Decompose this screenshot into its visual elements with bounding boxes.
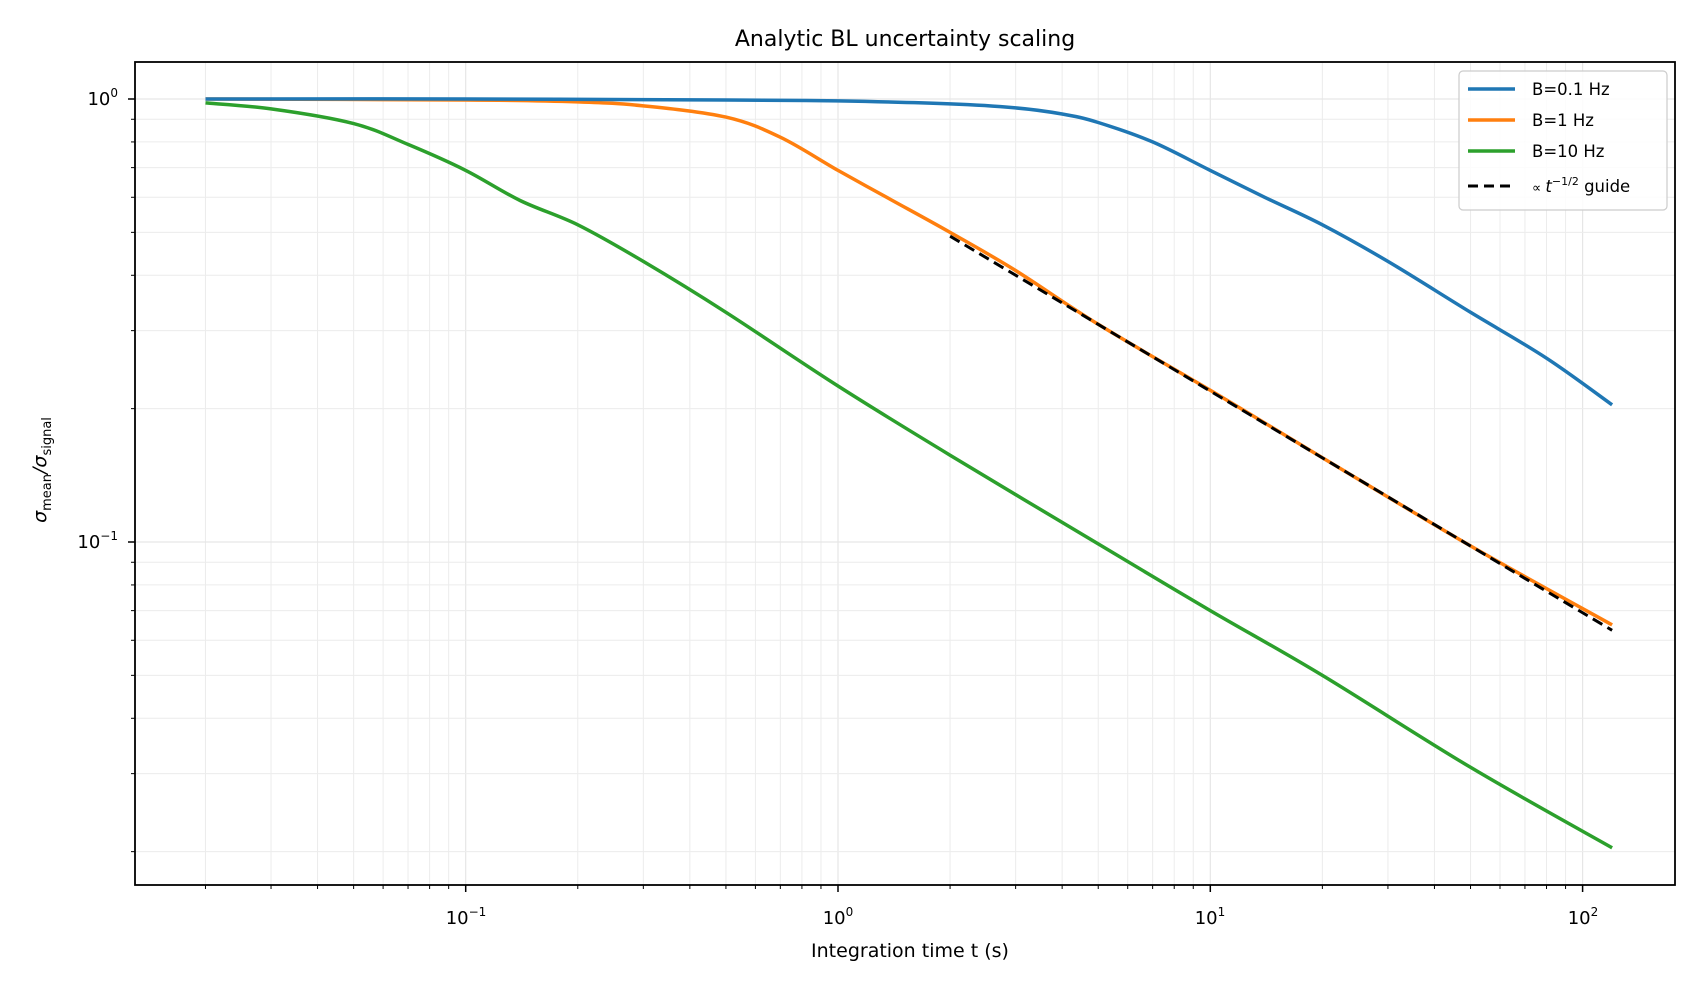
axis-ticks — [128, 98, 1584, 892]
series-line-b-1-hz — [205, 97, 1613, 627]
series-line--t-1-2-guide — [949, 234, 1613, 632]
x-tick-labels: 10−1 100 101 102 — [446, 905, 1599, 929]
x-tick-label-10: 101 — [1195, 905, 1226, 929]
y-tick-label-1: 100 — [87, 86, 118, 110]
series-line-b-0-1-hz — [205, 97, 1614, 407]
series-line-b-10-hz — [205, 101, 1613, 850]
legend-label-b1: B=1 Hz — [1532, 111, 1594, 130]
y-axis-label: σmean/σsignal — [29, 417, 55, 523]
y-tick-label-0.1: 10−1 — [77, 529, 118, 553]
x-tick-label-0.1: 10−1 — [446, 905, 487, 929]
y-tick-labels: 100 10−1 — [77, 86, 118, 553]
legend-box — [1458, 70, 1668, 211]
legend: B=0.1 Hz B=1 Hz B=10 Hz ∝ t−1/2 guide — [1458, 70, 1668, 211]
grid-lines — [135, 62, 1675, 885]
x-tick-label-1: 100 — [823, 905, 854, 929]
x-tick-label-100: 102 — [1568, 905, 1599, 929]
legend-label-guide: ∝ t−1/2 guide — [1532, 175, 1630, 196]
data-series — [205, 97, 1614, 850]
plot-frame — [134, 61, 1676, 886]
legend-label-b01: B=0.1 Hz — [1532, 80, 1610, 99]
x-axis-label: Integration time t (s) — [811, 940, 1009, 962]
legend-label-b10: B=10 Hz — [1532, 142, 1604, 161]
chart-title: Analytic BL uncertainty scaling — [735, 27, 1075, 52]
